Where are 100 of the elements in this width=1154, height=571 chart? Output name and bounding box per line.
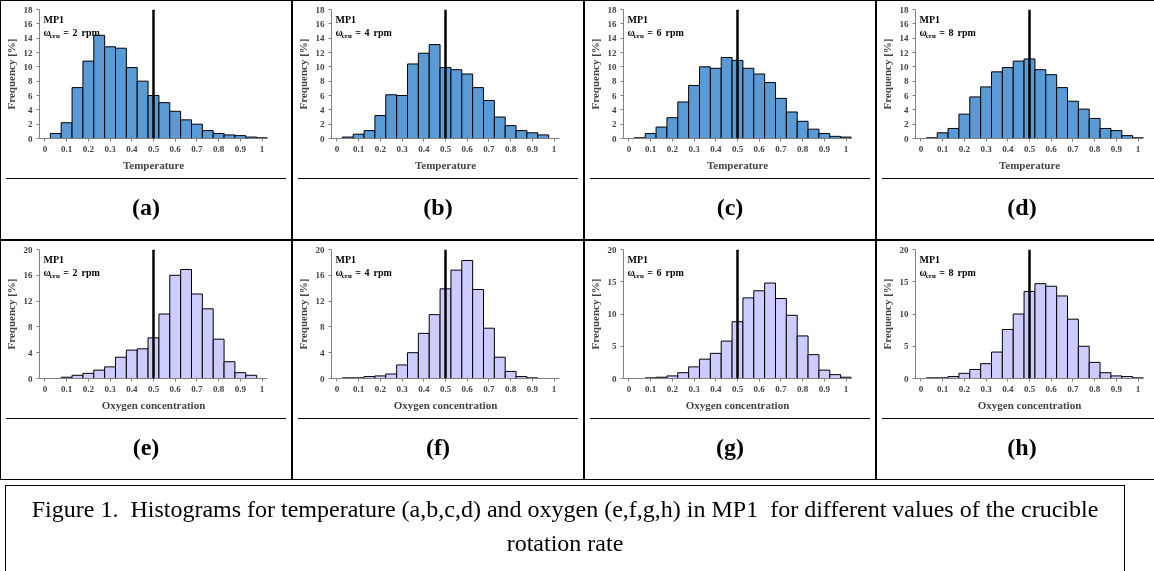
text: (f) [426, 433, 450, 462]
x-tick-label: 0.8 [213, 383, 225, 394]
y-tick-label: 20 [23, 244, 33, 255]
y-axis-title: Frequency [%] [588, 278, 601, 350]
x-tick-label: 0.7 [483, 143, 496, 154]
y-tick-label: 14 [23, 33, 33, 44]
y-axis-title: Frequency [%] [4, 38, 17, 110]
x-tick-label: 0.9 [234, 143, 247, 154]
x-tick-label: 0.2 [666, 383, 679, 394]
x-tick-label: 0.6 [169, 383, 182, 394]
x-tick-label: 0 [42, 383, 48, 394]
y-tick-label: 16 [23, 18, 33, 29]
y-axis-title: Frequency [%] [4, 278, 17, 350]
x-tick-label: 0.7 [191, 143, 204, 154]
x-tick-label: 0.1 [353, 383, 365, 394]
y-tick-label: 8 [612, 76, 617, 87]
y-tick-label: 0 [904, 373, 909, 384]
annotation: MP1 [43, 254, 65, 265]
x-tick-label: 0.2 [374, 143, 387, 154]
y-tick-label: 0 [612, 373, 617, 384]
x-tick-label: 0.9 [818, 383, 831, 394]
x-tick-label: 0.3 [980, 383, 993, 394]
text: (g) [716, 433, 744, 462]
x-tick-label: 0.5 [1023, 143, 1036, 154]
x-tick-label: 0.8 [505, 383, 517, 394]
y-tick-label: 10 [607, 61, 617, 72]
y-tick-label: 5 [904, 341, 909, 352]
y-axis-title: Frequency [%] [880, 278, 893, 350]
x-tick-label: 0.3 [104, 143, 117, 154]
x-tick-label: 0.7 [775, 143, 788, 154]
y-tick-label: 16 [23, 270, 33, 281]
x-tick-label: 1 [843, 383, 849, 394]
y-axis-title: Frequency [%] [296, 278, 309, 350]
y-tick-label: 10 [607, 309, 617, 319]
y-tick-label: 14 [315, 33, 325, 44]
y-tick-label: 14 [899, 33, 909, 44]
y-tick-label: 0 [612, 133, 617, 144]
x-tick-label: 0 [918, 143, 924, 154]
text: (c) [716, 193, 744, 222]
x-tick-label: 0.7 [775, 383, 788, 394]
x-tick-label: 0.1 [645, 143, 657, 154]
x-tick-label: 1 [1135, 143, 1141, 154]
y-tick-label: 0 [28, 133, 33, 144]
annotation: MP1 [627, 14, 649, 25]
y-tick-label: 8 [320, 76, 325, 87]
annotation: MP1 [919, 254, 941, 265]
y-tick-label: 6 [320, 90, 325, 101]
annotation: MP1 [335, 14, 357, 25]
x-axis-title: Oxygen concentration [685, 398, 790, 411]
x-tick-label: 0.9 [526, 143, 539, 154]
x-tick-label: 0.1 [645, 383, 657, 394]
x-tick-label: 0.2 [958, 383, 971, 394]
y-tick-label: 0 [320, 133, 325, 144]
y-tick-label: 12 [23, 47, 33, 58]
x-tick-label: 0.6 [461, 143, 474, 154]
x-tick-label: 1 [259, 143, 265, 154]
x-tick-label: 0.4 [710, 143, 722, 154]
x-tick-label: 0 [626, 383, 632, 394]
y-tick-label: 2 [904, 119, 909, 130]
x-tick-label: 0.8 [797, 383, 809, 394]
x-axis-title: Oxygen concentration [977, 398, 1082, 411]
y-tick-label: 2 [28, 119, 33, 130]
x-axis-title: Temperature [122, 158, 185, 171]
x-tick-label: 0 [334, 143, 340, 154]
y-tick-label: 16 [315, 270, 325, 281]
y-tick-label: 6 [28, 90, 33, 101]
y-tick-label: 0 [904, 133, 909, 144]
x-tick-label: 0.7 [1067, 143, 1080, 154]
y-tick-label: 6 [612, 90, 617, 101]
x-tick-label: 0.4 [1002, 383, 1014, 394]
x-tick-label: 0.2 [374, 383, 387, 394]
x-tick-label: 1 [259, 383, 265, 394]
x-tick-label: 0.4 [1002, 143, 1014, 154]
x-tick-label: 0.5 [147, 383, 160, 394]
y-tick-label: 4 [28, 347, 33, 358]
y-tick-label: 4 [28, 104, 33, 115]
y-tick-label: 15 [607, 276, 617, 287]
x-tick-label: 0 [626, 143, 632, 154]
x-tick-label: 0.6 [169, 143, 182, 154]
y-axis-title: Frequency [%] [588, 38, 601, 110]
x-tick-label: 0.3 [396, 383, 409, 394]
x-axis-title: Oxygen concentration [393, 398, 498, 411]
x-tick-label: 0.2 [958, 143, 971, 154]
y-tick-label: 12 [23, 296, 33, 307]
y-tick-label: 18 [607, 4, 617, 15]
x-tick-label: 0.9 [1110, 383, 1123, 394]
x-axis-title: Oxygen concentration [101, 398, 206, 411]
x-tick-label: 0.9 [234, 383, 247, 394]
x-tick-label: 0.4 [126, 383, 138, 394]
y-tick-label: 18 [23, 4, 33, 15]
annotation: MP1 [919, 14, 941, 25]
y-tick-label: 4 [320, 104, 325, 115]
x-tick-label: 0.9 [818, 143, 831, 154]
y-tick-label: 4 [612, 104, 617, 115]
x-tick-label: 0.4 [418, 383, 430, 394]
y-tick-label: 14 [607, 33, 617, 44]
y-tick-label: 8 [28, 76, 33, 87]
x-tick-label: 0.7 [1067, 383, 1080, 394]
y-tick-label: 10 [899, 309, 909, 319]
x-tick-label: 0.8 [1089, 143, 1101, 154]
